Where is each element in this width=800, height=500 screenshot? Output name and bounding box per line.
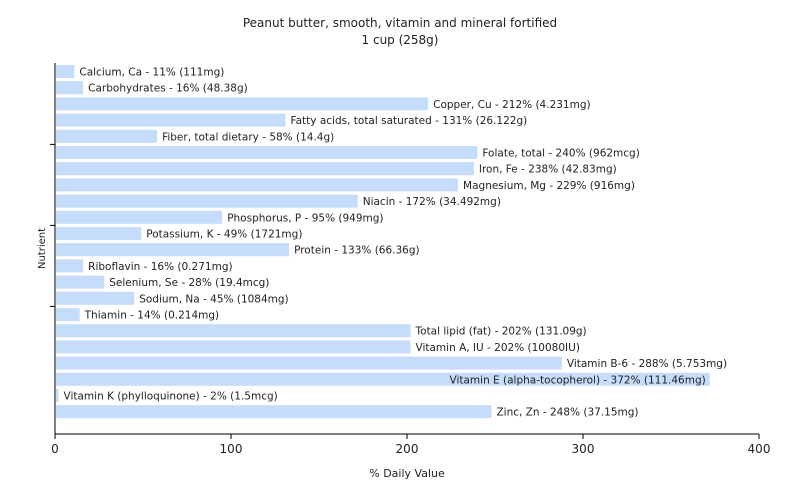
bar-data-label: Calcium, Ca - 11% (111mg) xyxy=(79,67,224,79)
bar xyxy=(56,162,474,176)
bar-data-label: Copper, Cu - 212% (4.231mg) xyxy=(433,99,591,111)
bar xyxy=(56,113,286,127)
bar-data-label: Vitamin K (phylloquinone) - 2% (1.5mcg) xyxy=(64,391,278,403)
x-tick-label: 100 xyxy=(220,442,243,456)
x-axis-title: % Daily Value xyxy=(369,467,445,480)
bar-data-label: Sodium, Na - 45% (1084mg) xyxy=(139,293,288,305)
bar-data-label: Folate, total - 240% (962mcg) xyxy=(482,148,639,160)
bar xyxy=(56,81,84,95)
bar xyxy=(56,324,411,338)
bar-data-label: Vitamin E (alpha-tocopherol) - 372% (111… xyxy=(450,374,706,386)
bar-data-label: Protein - 133% (66.36g) xyxy=(294,245,420,257)
bar-data-label: Potassium, K - 49% (1721mg) xyxy=(146,229,302,241)
bar xyxy=(56,178,459,192)
bars-layer xyxy=(56,65,710,419)
data-labels-layer: Calcium, Ca - 11% (111mg) Carbohydrates -… xyxy=(64,67,728,419)
bar xyxy=(56,259,84,273)
bar xyxy=(56,243,290,257)
x-tick-label: 0 xyxy=(51,442,59,456)
bar-data-label: Selenium, Se - 28% (19.4mcg) xyxy=(109,277,269,289)
bar xyxy=(56,129,158,143)
bar xyxy=(56,356,562,370)
bar-data-label: Vitamin B-6 - 288% (5.753mg) xyxy=(567,358,727,370)
bar xyxy=(56,389,59,402)
bar-data-label: Zinc, Zn - 248% (37.15mg) xyxy=(496,407,638,419)
chart-subtitle: 1 cup (258g) xyxy=(361,33,439,47)
bar xyxy=(56,65,75,78)
bar xyxy=(56,340,411,354)
bar xyxy=(56,97,429,111)
bar xyxy=(56,372,710,386)
x-tick-label: 300 xyxy=(572,442,595,456)
y-axis-title: Nutrient xyxy=(37,228,48,269)
chart-title: Peanut butter, smooth, vitamin and miner… xyxy=(242,16,558,30)
bar-data-label: Vitamin A, IU - 202% (10080IU) xyxy=(416,342,580,354)
x-tick-label: 200 xyxy=(396,442,419,456)
bar xyxy=(56,227,142,240)
bar-data-label: Thiamin - 14% (0.214mg) xyxy=(84,310,220,322)
bar xyxy=(56,194,358,208)
bar xyxy=(56,146,478,159)
bar-data-label: Phosphorus, P - 95% (949mg) xyxy=(227,212,383,224)
axes-layer: 0 100 200 300 400 % Daily Value Nutrient xyxy=(37,63,770,480)
bar xyxy=(56,291,135,305)
bar xyxy=(56,405,492,419)
bar-data-label: Fiber, total dietary - 58% (14.4g) xyxy=(162,131,334,143)
bar-data-label: Total lipid (fat) - 202% (131.09g) xyxy=(415,326,587,338)
bar-data-label: Magnesium, Mg - 229% (916mg) xyxy=(463,180,635,192)
bar-data-label: Carbohydrates - 16% (48.38g) xyxy=(88,83,248,95)
bar xyxy=(56,275,105,289)
x-tick-label: 400 xyxy=(748,442,771,456)
bar-data-label: Fatty acids, total saturated - 131% (26.… xyxy=(291,115,528,127)
bar xyxy=(56,210,223,224)
bar xyxy=(56,308,80,321)
bar-data-label: Niacin - 172% (34.492mg) xyxy=(363,196,501,208)
bar-data-label: Iron, Fe - 238% (42.83mg) xyxy=(479,164,617,176)
bar-data-label: Riboflavin - 16% (0.271mg) xyxy=(88,261,232,273)
